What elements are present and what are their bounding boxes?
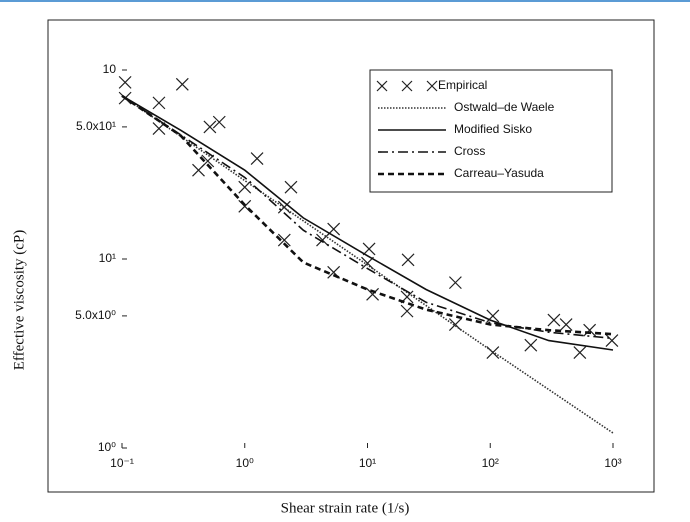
x-tick-label: 10² bbox=[482, 456, 499, 470]
series-line bbox=[121, 94, 614, 336]
frame bbox=[47, 19, 655, 493]
marker bbox=[401, 253, 415, 267]
y-tick-label: 5.0x10¹ bbox=[76, 119, 116, 133]
marker bbox=[152, 96, 166, 110]
marker bbox=[376, 80, 388, 92]
marker bbox=[250, 152, 264, 165]
x-tick-label: 10³ bbox=[604, 456, 621, 470]
legend-label: Ostwald–de Waele bbox=[454, 100, 555, 114]
legend-label: Carreau–Yasuda bbox=[454, 166, 544, 180]
x-tick-label: 10⁰ bbox=[236, 456, 254, 470]
marker bbox=[573, 346, 587, 359]
marker bbox=[284, 180, 298, 194]
marker bbox=[583, 323, 597, 337]
y-tick-label: 10¹ bbox=[99, 251, 116, 265]
marker bbox=[366, 287, 380, 301]
marker bbox=[400, 304, 414, 318]
marker bbox=[559, 318, 573, 331]
marker bbox=[362, 242, 376, 256]
marker bbox=[547, 313, 561, 327]
marker bbox=[426, 80, 438, 92]
series-line bbox=[121, 95, 614, 340]
legend-label: Cross bbox=[454, 144, 485, 158]
marker bbox=[277, 233, 291, 247]
x-axis-title: Shear strain rate (1/s) bbox=[281, 500, 410, 516]
legend-label: Empirical bbox=[438, 78, 487, 92]
marker bbox=[203, 120, 217, 134]
y-tick-label: 10⁰ bbox=[98, 440, 116, 454]
y-tick-label: 10 bbox=[103, 62, 117, 76]
marker bbox=[605, 334, 619, 348]
legend-label: Modified Sisko bbox=[454, 122, 532, 136]
marker bbox=[448, 318, 462, 331]
x-tick-label: 10¹ bbox=[359, 456, 376, 470]
legend-box bbox=[369, 69, 613, 193]
marker bbox=[401, 80, 413, 92]
marker bbox=[212, 115, 226, 129]
marker bbox=[316, 233, 329, 247]
x-tick-label: 10⁻¹ bbox=[110, 456, 134, 470]
marker bbox=[361, 256, 374, 270]
marker bbox=[524, 338, 538, 352]
series-line bbox=[121, 95, 614, 351]
marker bbox=[118, 75, 132, 89]
y-tick-label: 5.0x10⁰ bbox=[75, 308, 116, 322]
y-axis-title: Effective viscosity (cP) bbox=[11, 230, 27, 371]
marker bbox=[448, 276, 462, 290]
series-line bbox=[121, 95, 614, 434]
marker bbox=[175, 77, 189, 91]
